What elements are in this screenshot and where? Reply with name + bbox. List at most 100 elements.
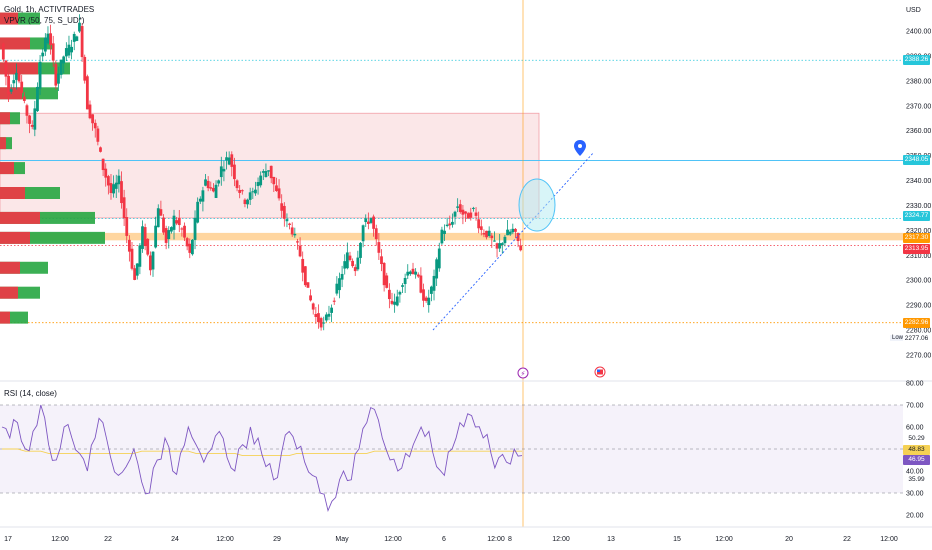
candle-body (322, 322, 326, 324)
candle-body (293, 233, 297, 236)
candle-body (46, 33, 50, 44)
candle-body (366, 221, 370, 224)
candle-body (387, 289, 391, 300)
candle-body (335, 283, 339, 294)
candle-body (175, 220, 179, 224)
candle-body (114, 182, 118, 189)
candle-body (106, 176, 110, 186)
x-axis-label: 13 (607, 536, 615, 543)
candle-body (188, 243, 192, 253)
candle-body (177, 217, 181, 226)
candle-body (57, 73, 60, 84)
candle-body (317, 313, 320, 323)
candle-body (393, 301, 397, 305)
candle-body (369, 218, 373, 223)
candle-body (51, 43, 55, 61)
candle-body (482, 233, 486, 235)
candle-body (398, 291, 402, 295)
price-tick-label: 2380.00 (906, 78, 931, 85)
candle-body (416, 274, 420, 277)
x-axis-label: 12:00 (51, 536, 69, 543)
rsi-tick-label: 40.00 (906, 469, 924, 476)
candle-body (343, 261, 347, 269)
candle-body (101, 158, 105, 171)
price-badge: 2277.06 (903, 334, 930, 345)
candle-body (138, 245, 142, 267)
candle-body (500, 243, 504, 246)
rsi-value-badge: 48.83 (903, 444, 930, 455)
candle-body (298, 245, 302, 257)
price-badge: 2282.96 (903, 317, 930, 328)
candle-body (380, 256, 383, 265)
candle-body (448, 223, 452, 226)
rsi-tick-label: 30.00 (906, 491, 924, 498)
candle-body (167, 230, 171, 239)
candle-body (403, 277, 407, 285)
price-badge: 2313.95 (903, 244, 930, 255)
candle-body (495, 243, 499, 249)
x-axis-label: 22 (843, 536, 851, 543)
candle-body (180, 228, 184, 230)
rsi-legend[interactable]: RSI (14, close) (4, 389, 57, 398)
candle-body (185, 238, 189, 247)
axis-layer: 2400.002390.002380.002370.002360.002350.… (0, 29, 932, 543)
candle-body (85, 76, 89, 110)
x-axis-label: 24 (171, 536, 179, 543)
volume-profile-bar-down (0, 211, 40, 224)
candle-body (464, 211, 467, 214)
candle-body (437, 248, 441, 269)
candle-body (125, 217, 129, 236)
x-axis-label: 22 (104, 536, 112, 543)
candle-body (41, 52, 45, 57)
candle-body (254, 189, 257, 194)
candle-body (385, 275, 389, 288)
candle-body (222, 168, 226, 172)
candle-body (93, 122, 97, 129)
candle-body (217, 180, 221, 184)
candle-body (309, 295, 312, 301)
candle-body (235, 180, 239, 189)
candle-body (456, 206, 460, 208)
candle-body (112, 184, 116, 194)
price-badge: 2348.05 (903, 155, 930, 166)
candle-body (277, 188, 281, 199)
candle-body (516, 232, 520, 242)
candle-body (461, 209, 465, 215)
candle-body (75, 36, 79, 41)
x-axis-label: 6 (442, 536, 446, 543)
volume-profile-bar-down (0, 137, 6, 150)
candle-body (104, 168, 108, 178)
candle-body (78, 22, 81, 32)
candle-body (109, 183, 113, 194)
x-axis-label: May (335, 536, 349, 543)
rsi-tick-label: 20.00 (906, 513, 924, 520)
candle-body (275, 185, 278, 191)
candle-body (169, 227, 173, 232)
price-tick-label: 2360.00 (906, 128, 931, 135)
candle-body (259, 175, 263, 186)
candle-body (233, 164, 236, 180)
candle-body (290, 227, 294, 235)
candle-body (227, 157, 231, 165)
candle-body (506, 229, 509, 236)
candle-body (122, 197, 126, 219)
candle-body (159, 209, 163, 216)
candle-body (264, 171, 268, 178)
candle-body (135, 263, 139, 276)
price-tick-label: 2280.00 (906, 328, 931, 335)
candle-body (36, 86, 39, 112)
candle-body (117, 175, 121, 185)
symbol-legend[interactable]: Gold, 1h, ACTIVTRADES (4, 5, 95, 14)
candle-body (493, 240, 496, 242)
lightning-glyph: ⚡ (521, 370, 526, 378)
price-badge: 2317.30 (903, 233, 930, 244)
vpvr-legend[interactable]: VPVR (50, 75, S_UD*) (4, 16, 85, 25)
candle-body (49, 33, 52, 45)
candle-body (374, 228, 378, 240)
candle-body (120, 181, 123, 204)
candle-body (282, 205, 286, 219)
candle-body (20, 81, 24, 93)
volume-profile-bar-down (0, 311, 10, 324)
candle-body (238, 189, 242, 193)
